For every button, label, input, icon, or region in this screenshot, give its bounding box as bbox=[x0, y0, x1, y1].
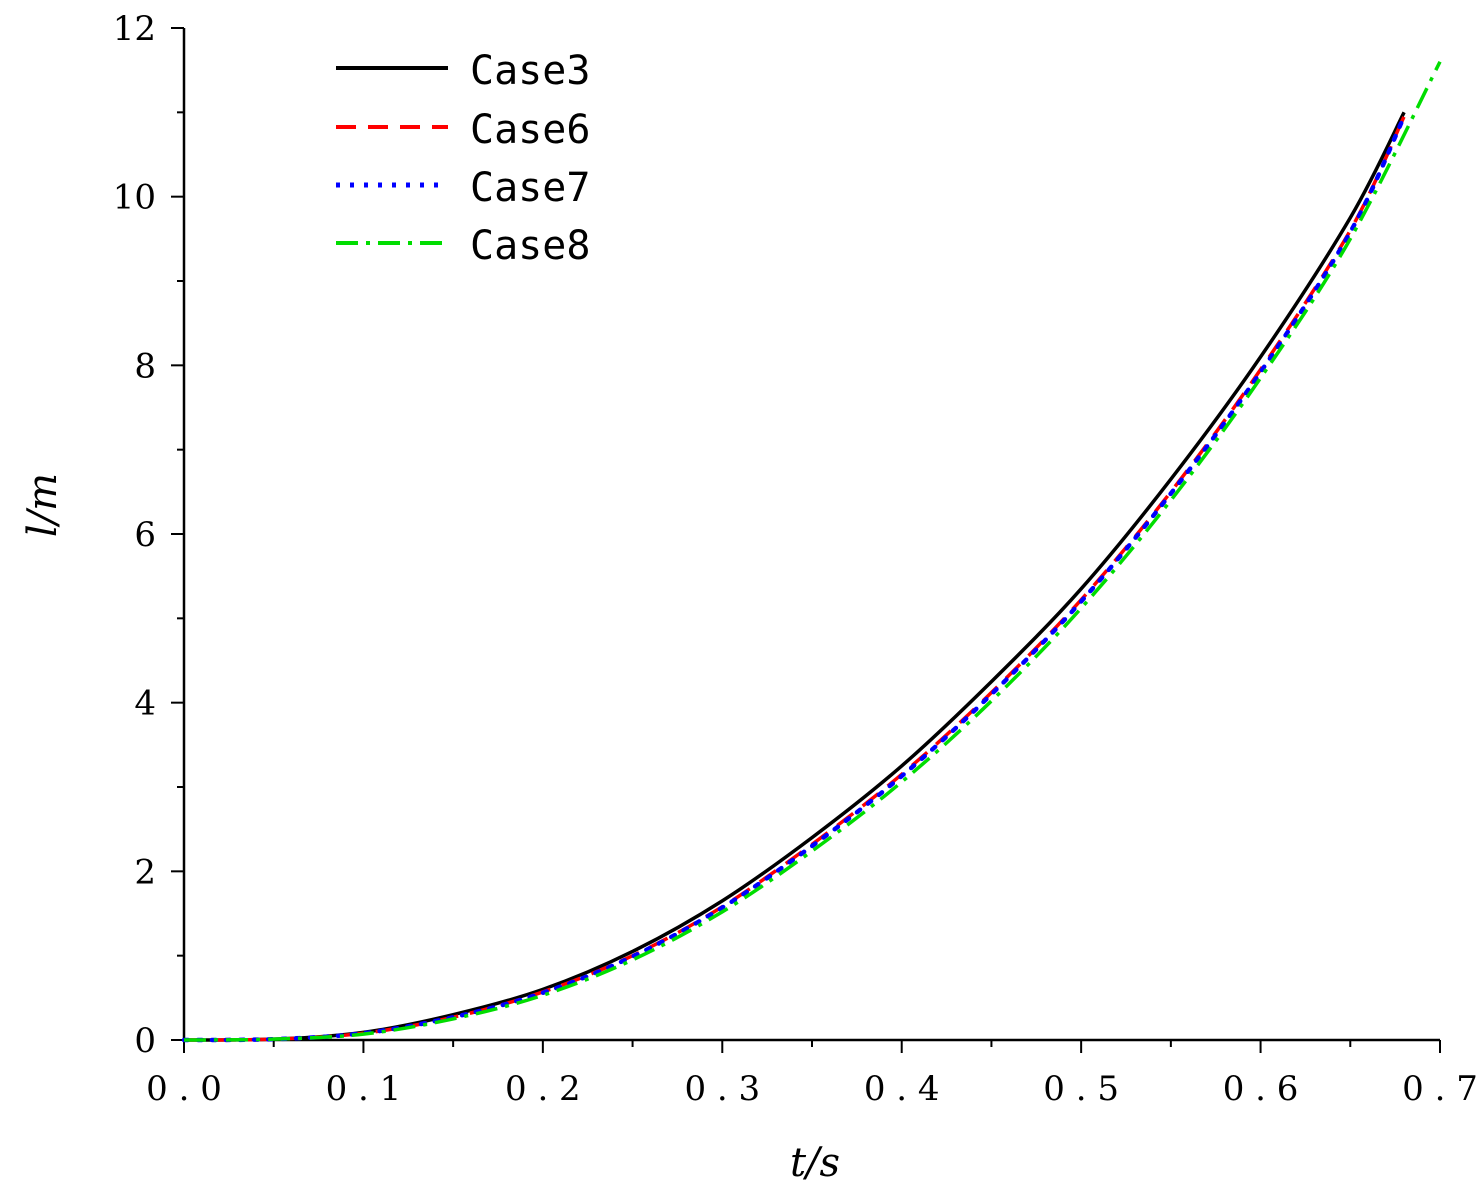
y-tick-label: 2 bbox=[134, 852, 156, 892]
y-tick-label: 10 bbox=[113, 178, 156, 218]
y-tick-label: 6 bbox=[134, 515, 156, 555]
series-line-case3 bbox=[183, 111, 1406, 1042]
x-tick-label: 0 . 6 bbox=[1223, 1069, 1299, 1109]
x-tick-label: 0 . 1 bbox=[326, 1069, 402, 1109]
x-axis-title: t/s bbox=[790, 1140, 840, 1186]
y-tick-label: 4 bbox=[134, 684, 156, 724]
x-tick-label: 0 . 0 bbox=[146, 1069, 222, 1109]
y-tick-label: 12 bbox=[113, 9, 156, 49]
plot-axes bbox=[171, 27, 1441, 1053]
legend: Case3 Case6 Case7 Case8 bbox=[336, 48, 590, 269]
x-tick-label: 0 . 5 bbox=[1043, 1069, 1119, 1109]
legend-label-case3: Case3 bbox=[470, 48, 590, 94]
x-tick-label: 0 . 4 bbox=[864, 1069, 940, 1109]
legend-label-case6: Case6 bbox=[470, 107, 590, 153]
x-tick-label: 0 . 7 bbox=[1402, 1069, 1478, 1109]
series-line-case7 bbox=[181, 114, 1407, 1043]
y-tick-label: 0 bbox=[134, 1021, 156, 1061]
plot-series bbox=[181, 60, 1442, 1043]
legend-label-case7: Case7 bbox=[470, 165, 590, 211]
tick-labels: 0 . 0 0 . 1 0 . 2 0 . 3 0 . 4 0 . 5 0 . 6 0 . 7… bbox=[113, 9, 1478, 1109]
y-axis-title: l/m bbox=[20, 473, 66, 537]
x-tick-label: 0 . 2 bbox=[505, 1069, 581, 1109]
x-tick-label: 0 . 3 bbox=[684, 1069, 760, 1109]
series-line-case6 bbox=[183, 115, 1406, 1042]
legend-label-case8: Case8 bbox=[470, 223, 590, 269]
y-tick-label: 8 bbox=[134, 346, 156, 386]
series-line-case8 bbox=[183, 60, 1442, 1042]
